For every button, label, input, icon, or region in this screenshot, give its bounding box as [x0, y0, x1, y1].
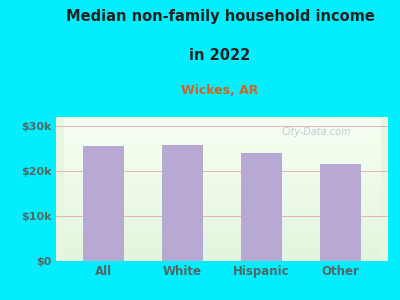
Bar: [162, 145, 203, 261]
Bar: [320, 164, 361, 261]
Bar: [241, 153, 282, 261]
Bar: [83, 146, 124, 261]
Text: City-Data.com: City-Data.com: [282, 127, 351, 137]
Text: Wickes, AR: Wickes, AR: [181, 84, 259, 97]
Text: in 2022: in 2022: [189, 48, 251, 63]
Text: Median non-family household income: Median non-family household income: [66, 9, 374, 24]
